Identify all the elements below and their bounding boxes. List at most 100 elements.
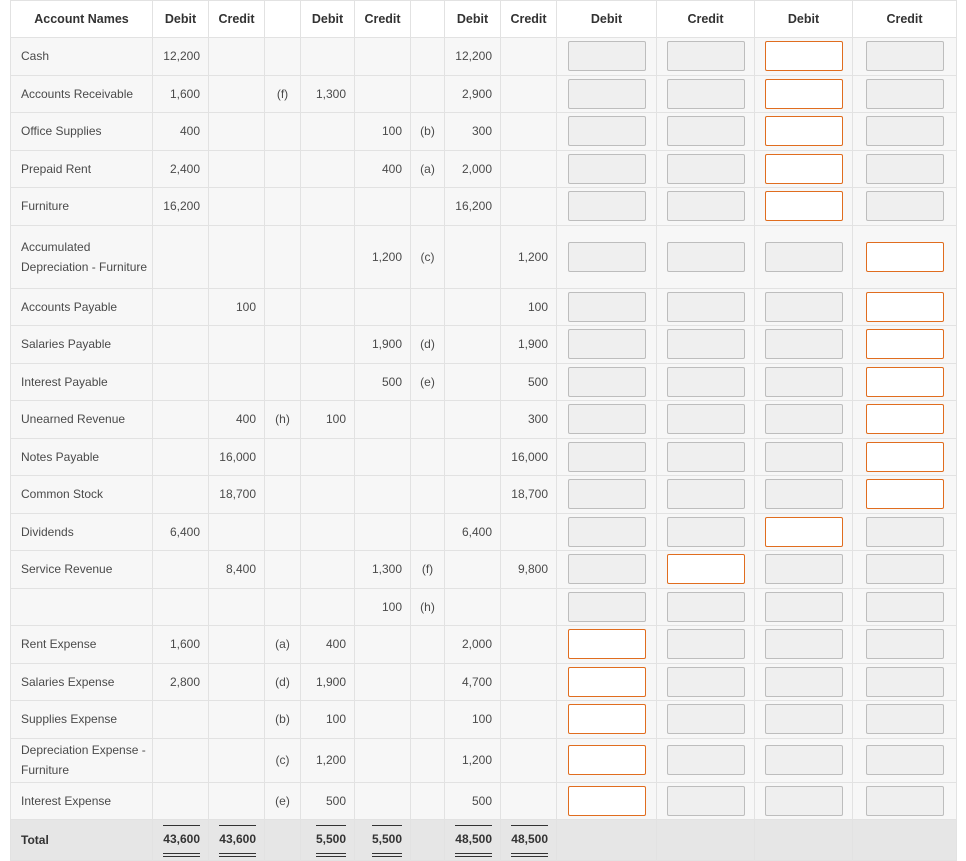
- bs-credit-input[interactable]: [865, 366, 944, 397]
- is-debit-input[interactable]: [567, 704, 646, 735]
- bs-credit-input[interactable]: [865, 329, 944, 360]
- bs-debit-input[interactable]: [764, 366, 843, 397]
- header-is-debit: Debit: [556, 0, 657, 38]
- is-credit-input[interactable]: [666, 41, 745, 72]
- bs-debit-input[interactable]: [764, 554, 843, 585]
- atb-debit: [444, 550, 501, 589]
- is-debit-input[interactable]: [567, 516, 646, 547]
- bs-debit-input[interactable]: [764, 745, 843, 775]
- bs-credit-input[interactable]: [865, 666, 944, 697]
- is-credit-input[interactable]: [666, 785, 745, 816]
- bs-credit-input[interactable]: [865, 291, 944, 322]
- account-name: Depreciation Expense - Furniture: [10, 737, 153, 783]
- adj-credit: [354, 700, 411, 739]
- is-debit-input[interactable]: [567, 191, 646, 222]
- is-credit-input[interactable]: [666, 153, 745, 184]
- is-credit-input[interactable]: [666, 591, 745, 622]
- is-debit-input[interactable]: [567, 629, 646, 660]
- is-credit-input[interactable]: [666, 441, 745, 472]
- bs-credit-input[interactable]: [865, 479, 944, 510]
- table-row: Common Stock 18,700 18,700: [10, 475, 957, 514]
- is-credit-input[interactable]: [666, 554, 745, 585]
- is-debit-input[interactable]: [567, 785, 646, 816]
- is-debit-input[interactable]: [567, 366, 646, 397]
- atb-credit: 100: [500, 287, 557, 326]
- tb-debit: 1,600: [152, 74, 209, 113]
- is-debit-input[interactable]: [567, 479, 646, 510]
- bs-credit-input[interactable]: [865, 441, 944, 472]
- bs-debit-input[interactable]: [764, 629, 843, 660]
- bs-debit-input[interactable]: [764, 41, 843, 72]
- is-debit-input[interactable]: [567, 153, 646, 184]
- atb-debit: [444, 437, 501, 476]
- is-debit-input[interactable]: [567, 745, 646, 775]
- bs-credit-input[interactable]: [865, 41, 944, 72]
- bs-debit-input[interactable]: [764, 404, 843, 435]
- bs-credit-input[interactable]: [865, 745, 944, 775]
- bs-debit-input[interactable]: [764, 329, 843, 360]
- is-debit-input[interactable]: [567, 666, 646, 697]
- bs-credit-input[interactable]: [865, 704, 944, 735]
- is-debit-input[interactable]: [567, 41, 646, 72]
- is-credit-input[interactable]: [666, 78, 745, 109]
- is-credit-input[interactable]: [666, 666, 745, 697]
- is-credit-input[interactable]: [666, 479, 745, 510]
- is-debit-input[interactable]: [567, 441, 646, 472]
- bs-debit-input[interactable]: [764, 591, 843, 622]
- header-adj-cr-ref: [410, 0, 445, 38]
- is-credit-input[interactable]: [666, 329, 745, 360]
- is-credit-input[interactable]: [666, 191, 745, 222]
- bs-credit-input[interactable]: [865, 241, 944, 272]
- bs-debit-input[interactable]: [764, 666, 843, 697]
- table-row: Office Supplies 400 100 (b) 300: [10, 112, 957, 151]
- table-row: Prepaid Rent 2,400 400 (a) 2,000: [10, 149, 957, 188]
- adj-debit-ref: [264, 112, 301, 151]
- adj-credit-ref: [410, 737, 445, 783]
- account-name: [10, 587, 153, 626]
- is-debit-input[interactable]: [567, 241, 646, 272]
- bs-debit-input[interactable]: [764, 78, 843, 109]
- bs-debit-input[interactable]: [764, 291, 843, 322]
- bs-debit-input[interactable]: [764, 116, 843, 147]
- bs-credit-input[interactable]: [865, 591, 944, 622]
- is-credit-input[interactable]: [666, 745, 745, 775]
- bs-debit-input[interactable]: [764, 241, 843, 272]
- is-debit-input[interactable]: [567, 404, 646, 435]
- bs-credit-input[interactable]: [865, 153, 944, 184]
- is-credit-input[interactable]: [666, 291, 745, 322]
- adj-debit: [300, 112, 355, 151]
- is-credit-input[interactable]: [666, 116, 745, 147]
- is-debit-input[interactable]: [567, 329, 646, 360]
- tb-credit: [208, 625, 265, 664]
- is-debit-input[interactable]: [567, 554, 646, 585]
- table-row: Salaries Payable 1,900 (d) 1,900: [10, 325, 957, 364]
- bs-debit-input[interactable]: [764, 516, 843, 547]
- is-credit-input[interactable]: [666, 629, 745, 660]
- atb-credit: [500, 700, 557, 739]
- bs-credit-input[interactable]: [865, 116, 944, 147]
- bs-debit-input[interactable]: [764, 191, 843, 222]
- is-credit-input[interactable]: [666, 366, 745, 397]
- bs-credit-input[interactable]: [865, 629, 944, 660]
- bs-credit-input[interactable]: [865, 404, 944, 435]
- bs-credit-input[interactable]: [865, 191, 944, 222]
- bs-credit-input[interactable]: [865, 516, 944, 547]
- bs-debit-input[interactable]: [764, 153, 843, 184]
- is-credit-input[interactable]: [666, 404, 745, 435]
- is-debit-input[interactable]: [567, 78, 646, 109]
- adj-credit: [354, 437, 411, 476]
- bs-credit-input[interactable]: [865, 554, 944, 585]
- bs-debit-input[interactable]: [764, 704, 843, 735]
- is-debit-input[interactable]: [567, 591, 646, 622]
- is-credit-input[interactable]: [666, 516, 745, 547]
- bs-debit-input[interactable]: [764, 441, 843, 472]
- is-debit-input[interactable]: [567, 116, 646, 147]
- is-debit-input[interactable]: [567, 291, 646, 322]
- bs-credit-input[interactable]: [865, 78, 944, 109]
- is-credit-input[interactable]: [666, 704, 745, 735]
- bs-debit-input[interactable]: [764, 785, 843, 816]
- bs-credit-input[interactable]: [865, 785, 944, 816]
- adj-debit: [300, 149, 355, 188]
- is-credit-input[interactable]: [666, 241, 745, 272]
- bs-debit-input[interactable]: [764, 479, 843, 510]
